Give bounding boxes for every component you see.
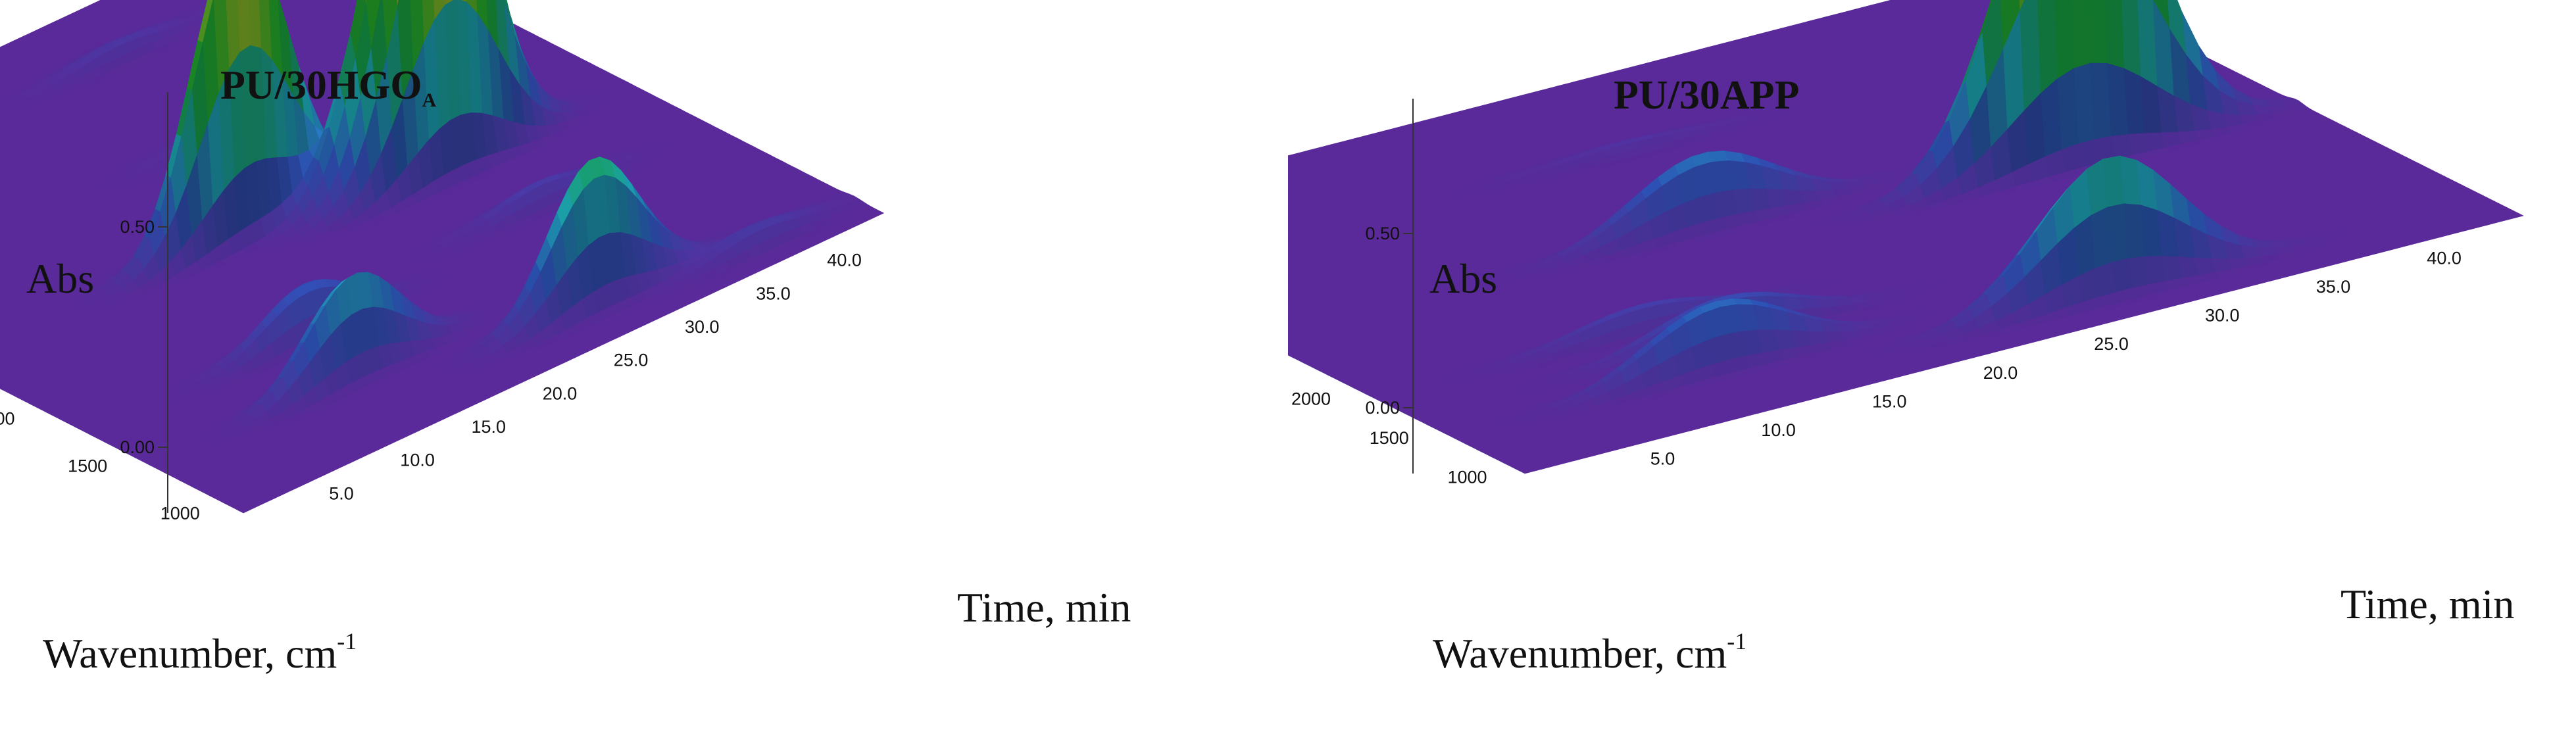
chart-panel-pu-30hgo: 40003500300025002000150010005.010.015.02… [0,0,1131,677]
surface-facet [323,0,328,1]
surface-facet [303,0,308,1]
surface-facet [343,0,349,1]
surface-plot [0,0,885,514]
